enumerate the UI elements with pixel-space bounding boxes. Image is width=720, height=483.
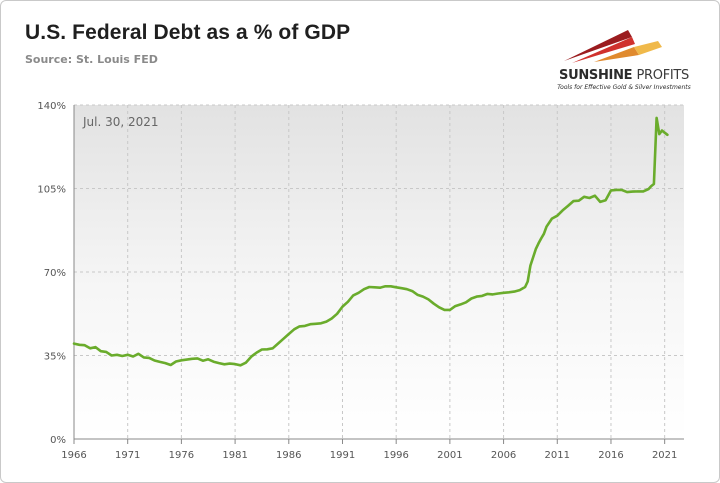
- logo-stripe-dark-red: [564, 30, 632, 61]
- chart-title: U.S. Federal Debt as a % of GDP: [25, 21, 351, 44]
- x-tick-label: 2021: [652, 450, 677, 461]
- x-tick-label: 1996: [383, 450, 408, 461]
- y-tick-label: 70%: [44, 268, 66, 279]
- x-tick-label: 1971: [115, 450, 140, 461]
- logo-name-bold: SUNSHINE: [559, 68, 633, 83]
- logo-stripe-gold: [634, 41, 662, 55]
- y-tick-label: 35%: [44, 352, 66, 363]
- plot-area: [74, 105, 684, 439]
- logo-stripe-red: [572, 37, 635, 63]
- y-tick-label: 105%: [37, 185, 66, 196]
- x-tick-label: 1976: [169, 450, 194, 461]
- series-layer: [72, 116, 669, 367]
- logo-stripe-orange: [594, 47, 639, 62]
- y-tick-label: 140%: [37, 101, 66, 112]
- gridlines: [73, 104, 684, 439]
- series-line-debt-to-gdp: [72, 116, 669, 367]
- x-tick-label: 1981: [222, 450, 247, 461]
- x-tick-label: 1986: [276, 450, 301, 461]
- x-tick-label: 1966: [61, 450, 86, 461]
- y-tick-label: 0%: [50, 435, 66, 446]
- axes: [73, 105, 684, 440]
- x-tick-label: 2016: [598, 450, 623, 461]
- logo-wordmark: SUNSHINE PROFITS: [554, 68, 694, 83]
- x-tick-label: 2001: [437, 450, 462, 461]
- x-axis-ticks: 1966 1971 1976 1981 1986 1991 1996 2001 2006 2011…: [61, 439, 677, 461]
- date-annotation: Jul. 30, 2021: [82, 115, 159, 129]
- y-axis-ticks: 0% 35% 70% 105% 140%: [37, 101, 66, 446]
- logo-name-light: PROFITS: [636, 68, 689, 83]
- sunshine-profits-logo-icon: [564, 30, 662, 63]
- x-tick-label: 2006: [491, 450, 516, 461]
- x-tick-label: 2011: [545, 450, 570, 461]
- logo-tagline: Tools for Effective Gold & Silver Invest…: [557, 84, 691, 91]
- x-tick-label: 1991: [330, 450, 355, 461]
- source-label: Source: St. Louis FED: [25, 53, 158, 66]
